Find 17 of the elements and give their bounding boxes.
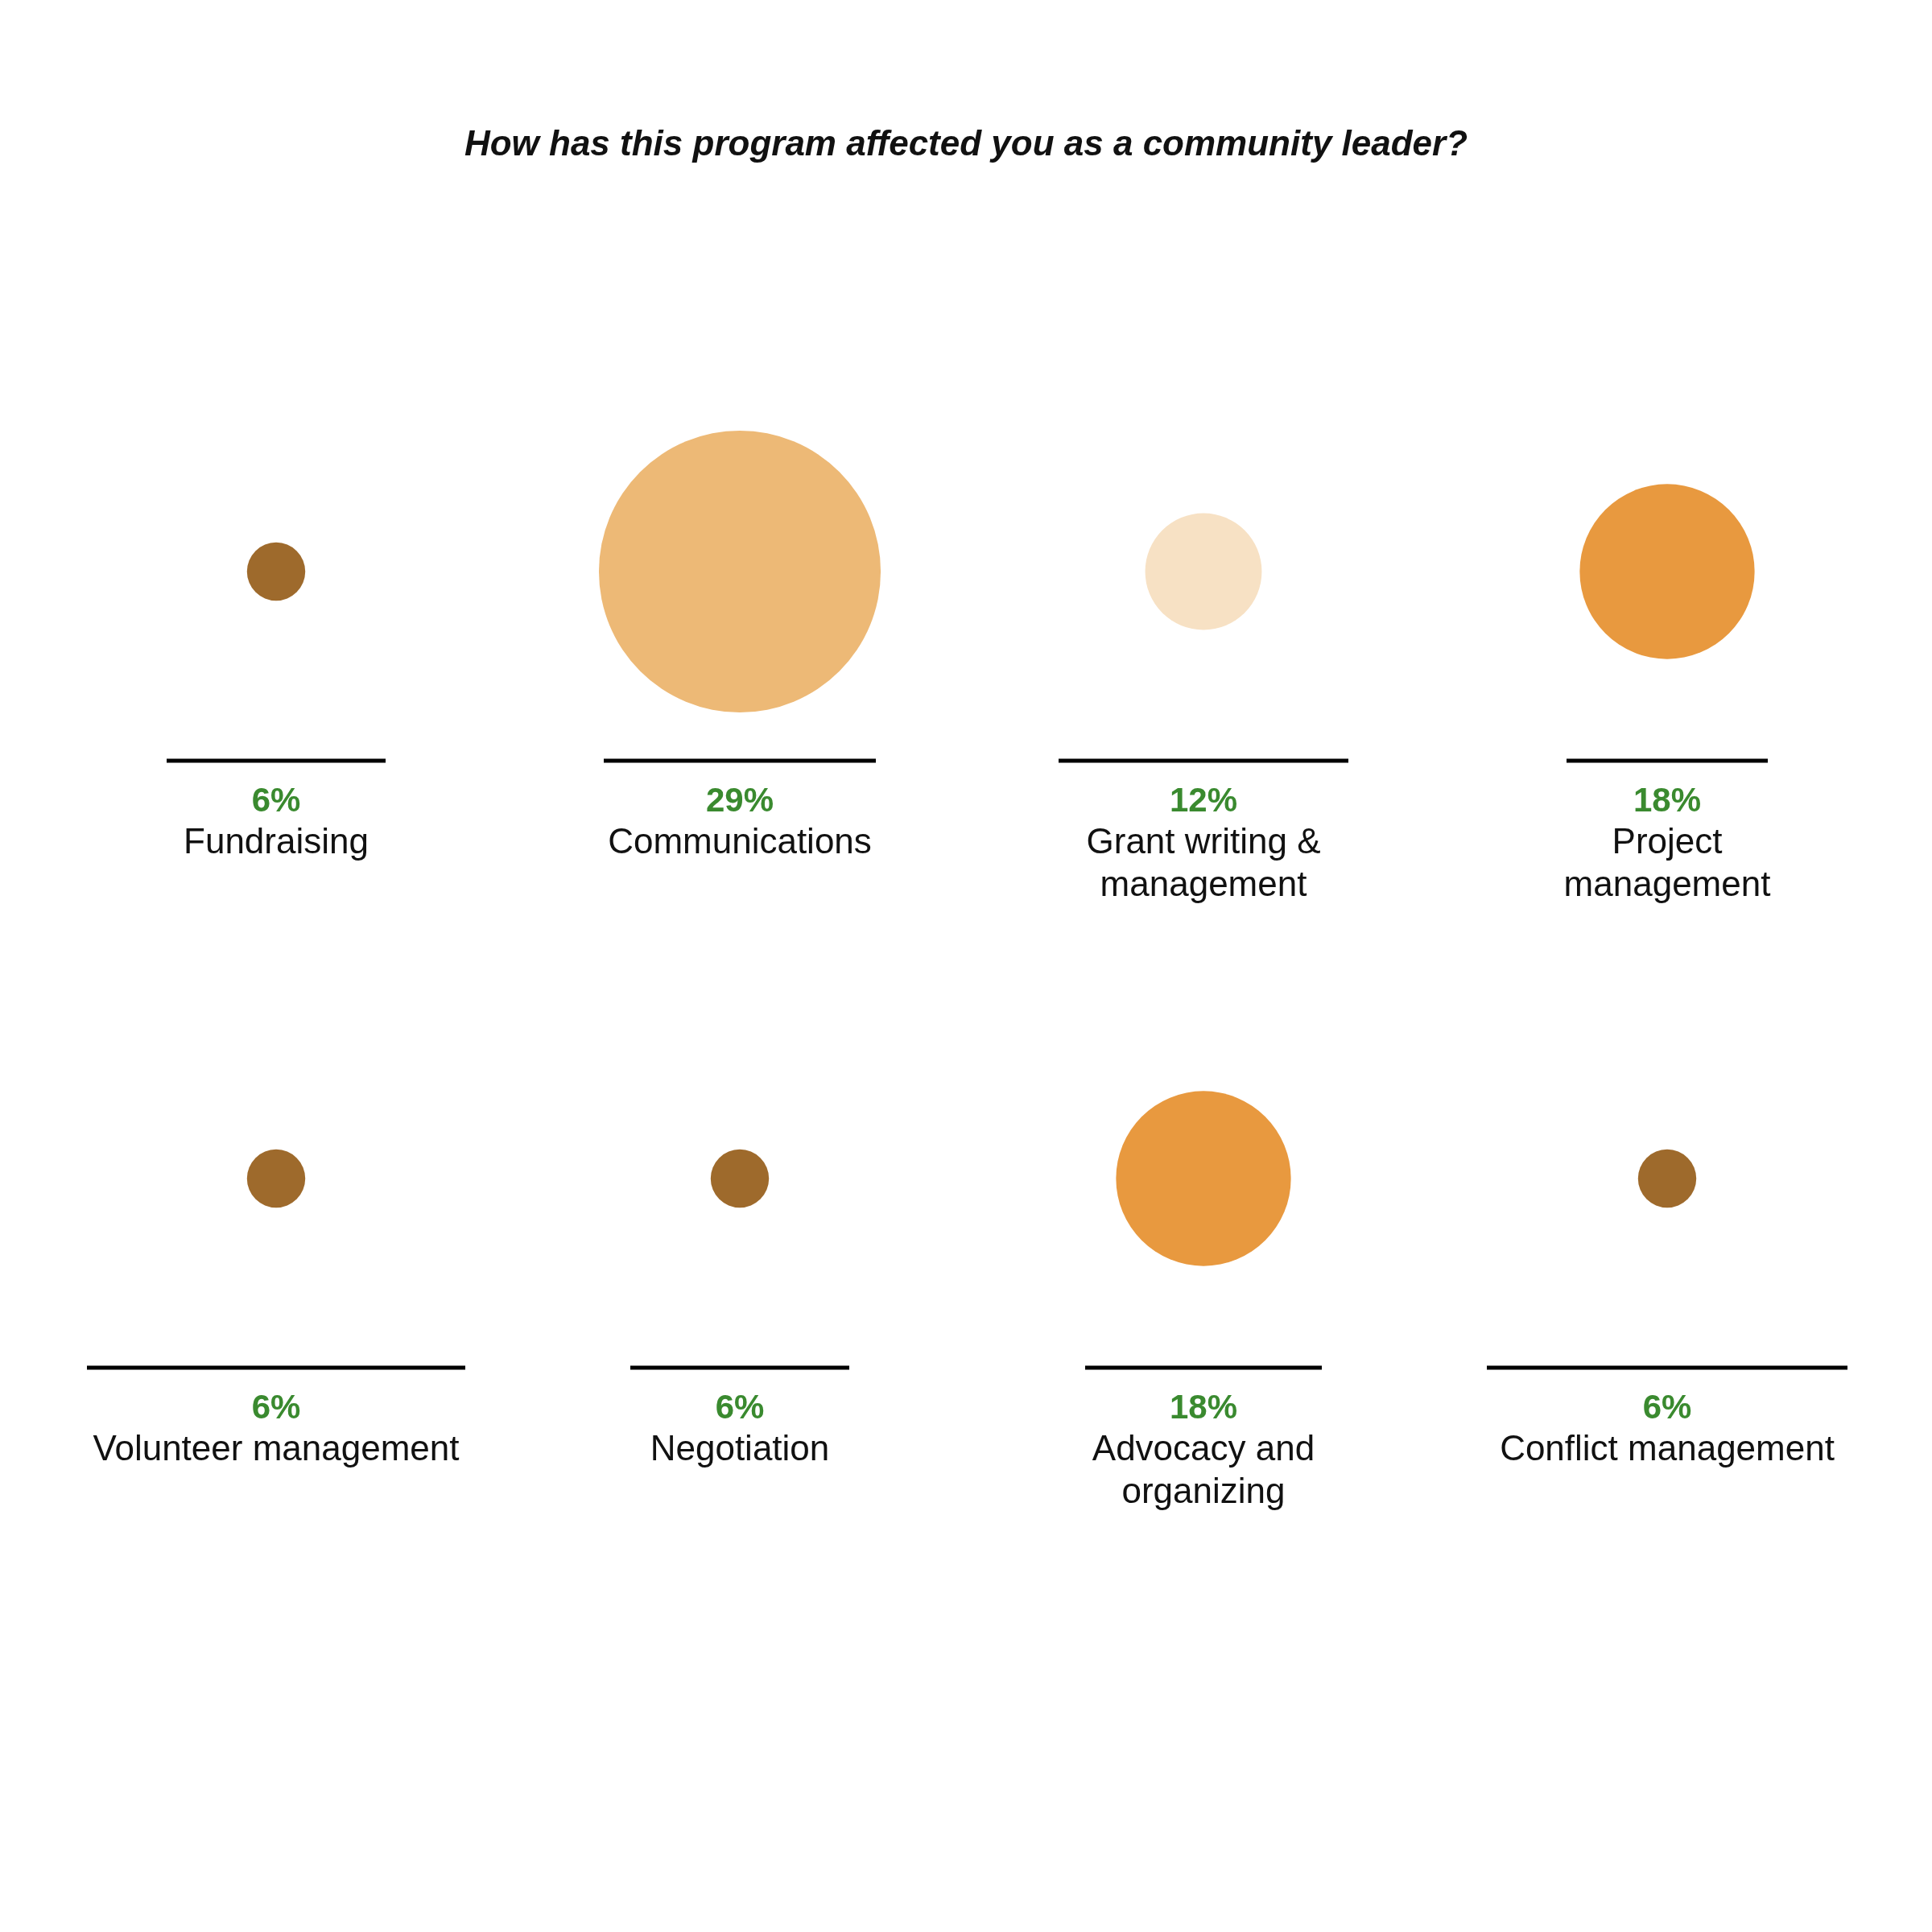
category-label: Fundraising [184, 821, 369, 861]
category-label: Grant writing & management [1086, 821, 1321, 903]
category-label: Advocacy and organizing [1092, 1428, 1315, 1510]
category-label: Project management [1563, 821, 1771, 903]
category-label: Negotiation [650, 1428, 830, 1468]
category-label: Communications [608, 821, 872, 861]
data-label: 18% [1169, 1388, 1238, 1426]
data-label: 29% [705, 781, 774, 819]
data-label: 6% [251, 781, 301, 819]
data-label: 18% [1633, 781, 1702, 819]
text: How has this program affected you as a community leader? [464, 123, 1468, 163]
category-label: Volunteer management [93, 1428, 460, 1468]
data-label: 6% [1642, 1388, 1692, 1426]
data-label: 12% [1169, 781, 1238, 819]
data-label: 6% [251, 1388, 301, 1426]
data-label: 6% [715, 1388, 765, 1426]
category-label: Conflict management [1500, 1428, 1835, 1468]
